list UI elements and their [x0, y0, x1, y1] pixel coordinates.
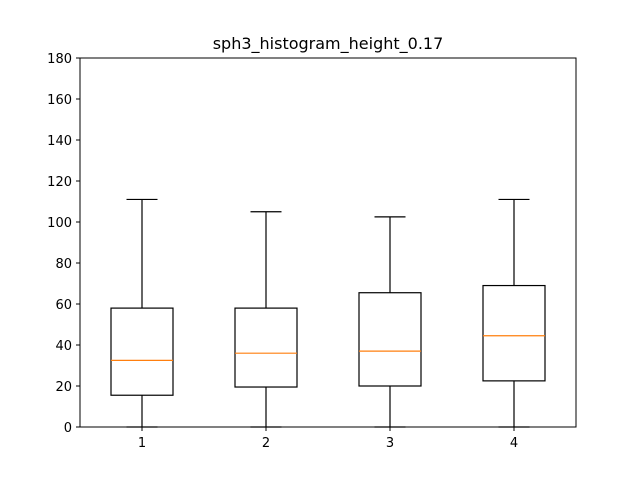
- y-tick-label: 160: [47, 93, 72, 108]
- y-tick-label: 20: [55, 380, 72, 395]
- y-tick-label: 140: [47, 134, 72, 149]
- y-tick-label: 0: [64, 421, 72, 436]
- box-iqr: [110, 307, 174, 396]
- y-tick-label: 60: [55, 298, 72, 313]
- chart-title: sph3_histogram_height_0.17: [213, 34, 444, 54]
- x-tick-label: 4: [510, 436, 518, 451]
- y-tick-label: 40: [55, 339, 72, 354]
- x-tick-label: 3: [386, 436, 394, 451]
- plot-area: 0 20 40 60 80 100 120 140 160 180 1 2 3 4: [47, 52, 546, 451]
- box-iqr: [358, 292, 422, 387]
- axes-frame: [79, 57, 577, 428]
- x-tick-label: 2: [262, 436, 270, 451]
- box-iqr: [234, 307, 298, 388]
- y-tick-label: 80: [55, 257, 72, 272]
- y-tick-label: 100: [47, 216, 72, 231]
- box-iqr: [482, 284, 546, 382]
- y-tick-label: 120: [47, 175, 72, 190]
- x-tick-label: 1: [138, 436, 146, 451]
- y-tick-label: 180: [47, 52, 72, 67]
